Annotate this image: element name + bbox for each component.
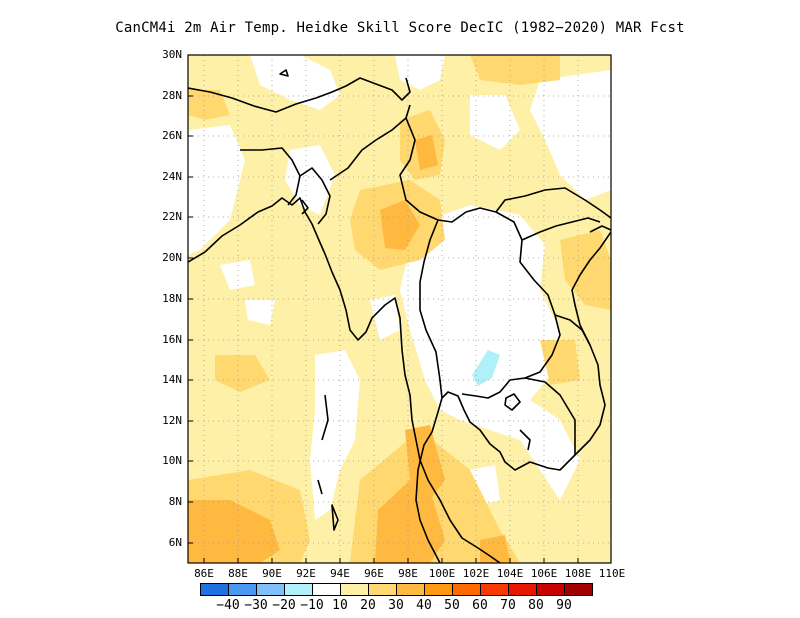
lon-label-90e: 90E xyxy=(262,567,282,580)
colorbar-label: −20 xyxy=(272,598,296,613)
lon-label-86e: 86E xyxy=(194,567,214,580)
colorbar-cell xyxy=(536,583,565,596)
colorbar-label: −40 xyxy=(216,598,240,613)
colorbar-cell xyxy=(564,583,593,596)
lat-label-8n: 8N xyxy=(168,495,182,508)
lon-label-88e: 88E xyxy=(228,567,248,580)
colorbar-cell xyxy=(396,583,425,596)
lon-label-94e: 94E xyxy=(330,567,350,580)
lon-label-92e: 92E xyxy=(296,567,316,580)
colorbar-cell xyxy=(508,583,537,596)
lat-label-30n: 30N xyxy=(162,48,182,61)
colorbar-cell xyxy=(368,583,397,596)
lat-label-26n: 26N xyxy=(162,129,182,142)
lon-label-106e: 106E xyxy=(530,567,558,580)
colorbar-cell xyxy=(340,583,369,596)
colorbar-cell xyxy=(424,583,453,596)
lat-label-6n: 6N xyxy=(168,536,182,549)
lat-label-12n: 12N xyxy=(162,414,182,427)
colorbar-label: 60 xyxy=(472,598,488,613)
colorbar-cell xyxy=(452,583,481,596)
colorbar-label: 50 xyxy=(444,598,460,613)
score-30-40-regions xyxy=(188,135,510,563)
lon-label-102e: 102E xyxy=(462,567,490,580)
lat-label-10n: 10N xyxy=(162,454,182,467)
lon-label-98e: 98E xyxy=(398,567,418,580)
colorbar-label: 30 xyxy=(388,598,404,613)
axis-ticks xyxy=(188,95,579,563)
lat-label-14n: 14N xyxy=(162,373,182,386)
colorbar-cell xyxy=(284,583,313,596)
colorbar-cell xyxy=(480,583,509,596)
map-title: CanCM4i 2m Air Temp. Heidke Skill Score … xyxy=(115,20,685,36)
colorbar-label: 20 xyxy=(360,598,376,613)
lat-label-22n: 22N xyxy=(162,210,182,223)
colorbar-cell xyxy=(228,583,257,596)
colorbar-label: 80 xyxy=(528,598,544,613)
lat-label-24n: 24N xyxy=(162,170,182,183)
lat-label-28n: 28N xyxy=(162,89,182,102)
score-negative-patch xyxy=(472,350,500,386)
lat-label-20n: 20N xyxy=(162,251,182,264)
colorbar-label: −30 xyxy=(244,598,268,613)
lon-label-100e: 100E xyxy=(428,567,456,580)
colorbar-label: 70 xyxy=(500,598,516,613)
map-frame xyxy=(187,54,612,564)
colorbar-label: 40 xyxy=(416,598,432,613)
colorbar-label: 90 xyxy=(556,598,572,613)
lon-label-96e: 96E xyxy=(364,567,384,580)
coastlines-and-borders xyxy=(188,69,611,563)
lat-label-18n: 18N xyxy=(162,292,182,305)
colorbar-cell xyxy=(312,583,341,596)
lon-label-104e: 104E xyxy=(496,567,524,580)
lat-label-16n: 16N xyxy=(162,333,182,346)
colorbar-label: −10 xyxy=(300,598,324,613)
colorbar-label: 10 xyxy=(332,598,348,613)
lon-label-108e: 108E xyxy=(564,567,592,580)
colorbar-cell xyxy=(256,583,285,596)
colorbar-cell xyxy=(200,583,229,596)
map-gridlines xyxy=(188,55,611,563)
lon-label-110e: 110E xyxy=(598,567,626,580)
